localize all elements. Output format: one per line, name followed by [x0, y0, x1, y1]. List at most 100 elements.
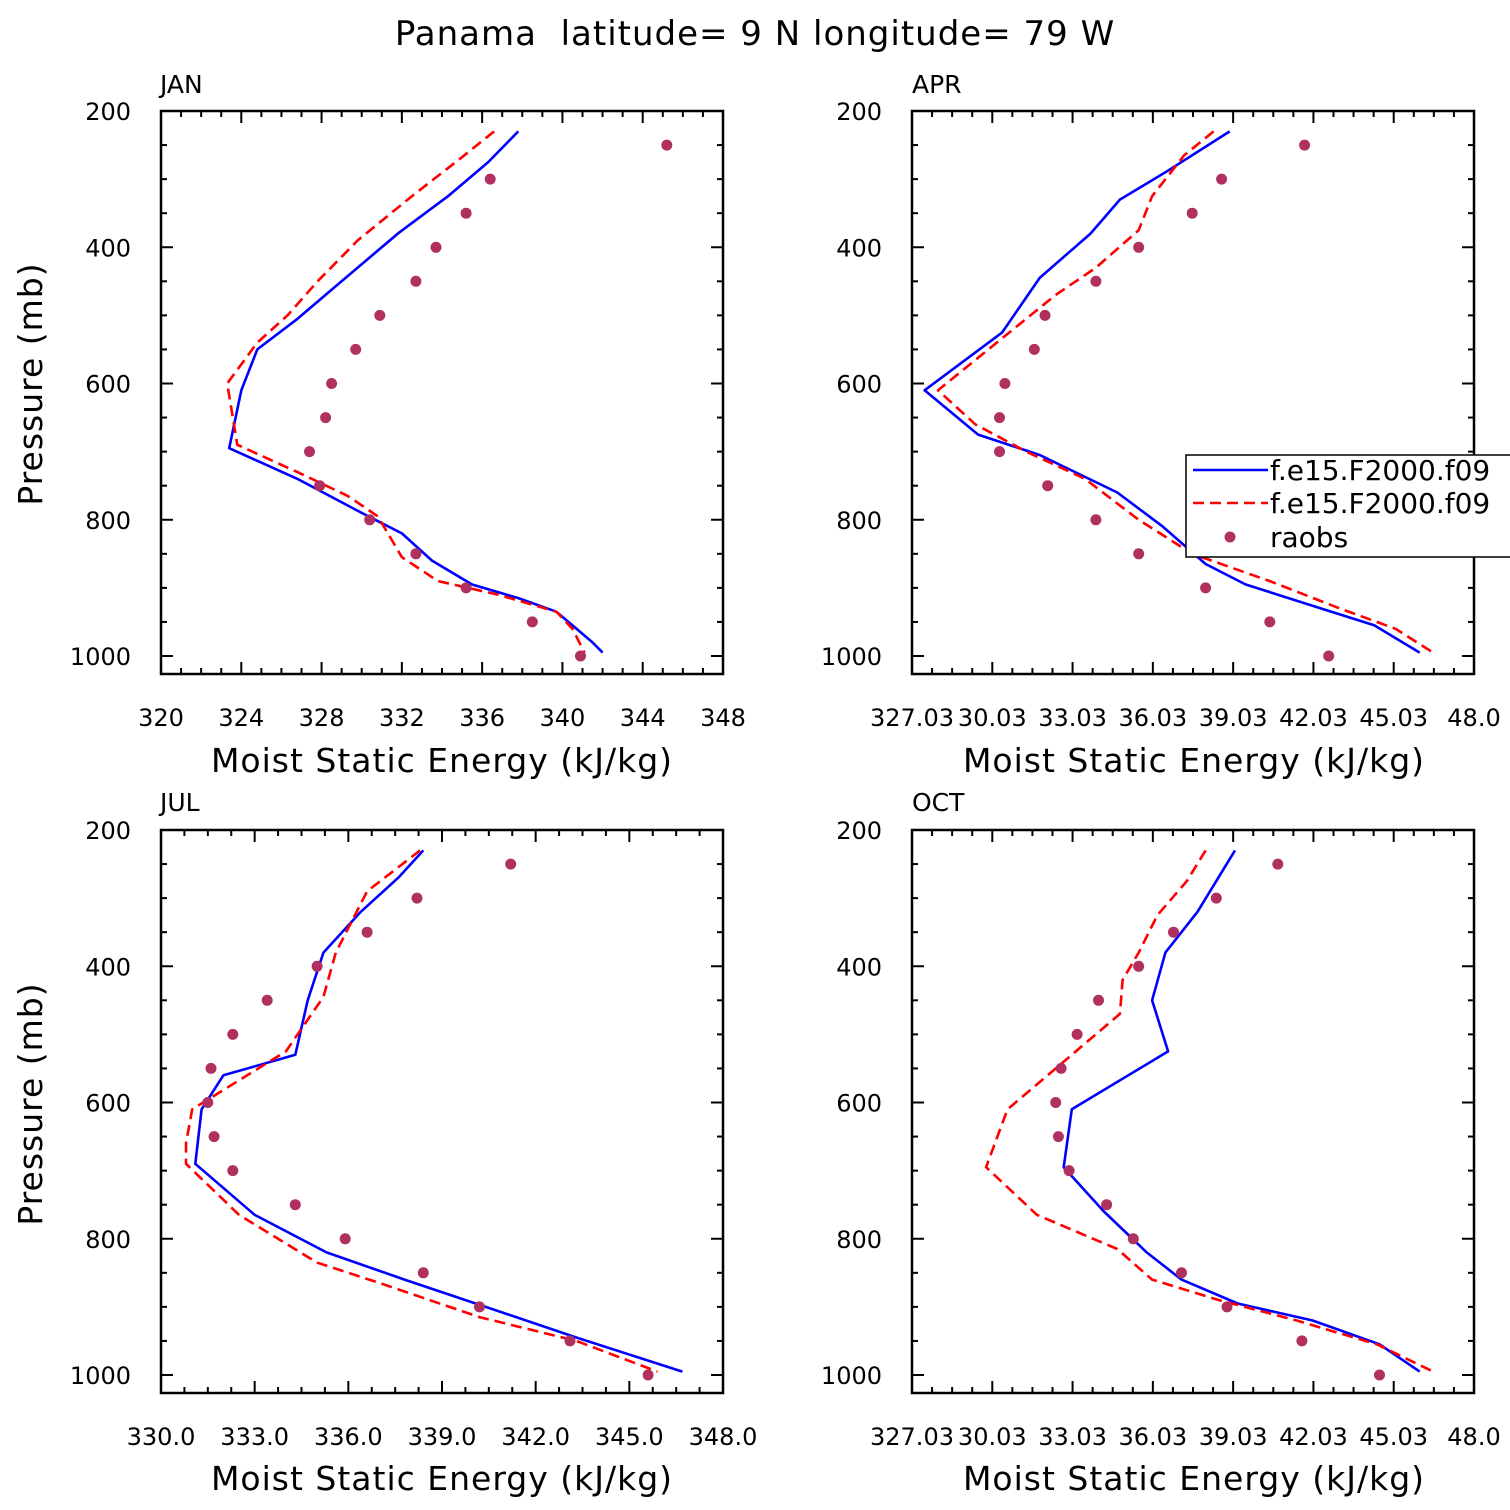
x-tick-label: 48.0	[1447, 1423, 1500, 1451]
legend-label-raobs: raobs	[1270, 521, 1348, 554]
y-tick-label: 1000	[70, 1362, 131, 1390]
panel-oct: OCT 327.03 30.03 33.03 36.03 39.03 42.03 45.03…	[821, 788, 1501, 1498]
panel-title-apr: APR	[912, 70, 962, 99]
x-tick-label: 39.03	[1199, 704, 1268, 732]
axes-apr: 327.03 30.03 33.03 36.03 39.03 42.03 45.03 48.0…	[821, 98, 1501, 732]
raobs-point	[1210, 892, 1222, 904]
raobs-point	[1374, 1369, 1385, 1381]
plot-frame	[159, 109, 725, 676]
raobs-point	[484, 173, 496, 185]
raobs-point	[460, 582, 472, 594]
y-tick-label: 1000	[821, 1362, 882, 1390]
raobs-point	[205, 1062, 217, 1074]
xlabel-jan: Moist Static Energy (kJ/kg)	[211, 741, 673, 780]
raobs-point	[1221, 1301, 1233, 1313]
axes-jan: 320 324 328 332 336 340 344 348 200 400 600 800 1000	[70, 98, 746, 732]
y-tick-label: 800	[836, 1226, 882, 1254]
y-tick-label: 400	[836, 953, 882, 981]
raobs-point	[1127, 1233, 1139, 1245]
raobs-point	[1168, 926, 1179, 938]
ylabel-jul: Pressure (mb)	[11, 982, 50, 1225]
y-tick-label: 600	[85, 371, 131, 399]
raobs-point	[1090, 275, 1102, 287]
raobs-point	[1200, 582, 1212, 594]
series-line-solid	[227, 130, 604, 654]
raobs-point	[1055, 1062, 1067, 1074]
x-tick-label: 30.03	[958, 1423, 1027, 1451]
x-tick-label: 36.03	[1118, 704, 1187, 732]
plot-frame	[910, 828, 1476, 1395]
raobs-point	[994, 412, 1005, 424]
series-line-dashed	[184, 849, 658, 1373]
y-tick-label: 400	[836, 234, 882, 262]
panel-title-jan: JAN	[158, 70, 203, 99]
raobs-point	[526, 616, 538, 628]
xlabel-jul: Moist Static Energy (kJ/kg)	[211, 1459, 673, 1498]
y-tick-label: 200	[836, 98, 882, 126]
y-tick-label: 800	[836, 507, 882, 535]
x-tick-label: 342.0	[501, 1423, 570, 1451]
x-tick-label: 340	[540, 704, 586, 732]
x-tick-label: 348	[700, 704, 746, 732]
raobs-point	[994, 446, 1005, 458]
x-tick-label: 42.03	[1279, 1423, 1348, 1451]
raobs-point	[320, 412, 332, 424]
raobs-point	[1052, 1131, 1064, 1143]
xlabel-oct: Moist Static Energy (kJ/kg)	[963, 1459, 1425, 1498]
raobs-point	[417, 1267, 429, 1279]
raobs-point	[999, 378, 1011, 389]
raobs-point	[1216, 173, 1228, 185]
raobs-point	[374, 309, 386, 321]
panel-apr: APR 327.03 30.03 33.03 36.03 39.03 42.03 45.03…	[821, 70, 1501, 780]
raobs-point	[361, 926, 373, 938]
y-tick-label: 800	[85, 507, 131, 535]
y-tick-label: 600	[836, 371, 882, 399]
raobs-point	[642, 1369, 654, 1381]
legend: f.e15.F2000.f09 f.e15.F2000.f09 raobs	[1185, 454, 1510, 558]
raobs-point	[1272, 858, 1284, 870]
series-line-dashed	[225, 130, 586, 654]
raobs-point	[1090, 514, 1102, 526]
raobs-point	[364, 514, 376, 526]
raobs-point	[339, 1233, 351, 1245]
y-tick-label: 800	[85, 1226, 131, 1254]
series-line-solid	[194, 849, 683, 1373]
raobs-point	[1028, 343, 1040, 355]
x-tick-label: 344	[620, 704, 666, 732]
panel-title-oct: OCT	[912, 788, 965, 817]
raobs-point	[314, 480, 326, 492]
raobs-point	[289, 1199, 301, 1211]
raobs-point	[1323, 650, 1335, 662]
raobs-point	[304, 446, 315, 458]
x-tick-label: 45.03	[1359, 1423, 1428, 1451]
y-tick-label: 200	[85, 98, 131, 126]
raobs-point	[410, 548, 422, 560]
raobs-point	[1042, 480, 1054, 492]
x-tick-label: 330.0	[127, 1423, 196, 1451]
raobs-point	[1299, 139, 1311, 151]
raobs-point	[326, 378, 338, 389]
series-line-dashed	[936, 130, 1434, 654]
y-tick-label: 200	[85, 817, 131, 845]
raobs-point	[474, 1301, 485, 1313]
raobs-point	[261, 994, 273, 1006]
x-tick-label: 42.03	[1279, 704, 1348, 732]
x-tick-label: 36.03	[1118, 1423, 1187, 1451]
raobs-point	[1186, 207, 1198, 219]
panel-title-jul: JUL	[158, 788, 200, 817]
x-tick-label: 333.0	[220, 1423, 289, 1451]
x-tick-label: 336.0	[314, 1423, 383, 1451]
x-tick-label: 33.03	[1038, 704, 1107, 732]
raobs-point	[1039, 309, 1051, 321]
x-tick-label: 345.0	[595, 1423, 664, 1451]
plot-frame	[159, 828, 725, 1395]
raobs-point	[1071, 1028, 1083, 1040]
axes-jul: 330.0 333.0 336.0 339.0 342.0 345.0 348.0 200 40…	[70, 817, 757, 1451]
raobs-point	[202, 1097, 214, 1108]
y-tick-label: 1000	[821, 643, 882, 671]
figure-title: Panama latitude= 9 N longitude= 79 W	[395, 14, 1115, 54]
raobs-point	[208, 1131, 220, 1143]
raobs-point	[1133, 241, 1145, 253]
legend-label-dashed: f.e15.F2000.f09	[1270, 487, 1490, 520]
raobs-point	[1050, 1097, 1062, 1108]
